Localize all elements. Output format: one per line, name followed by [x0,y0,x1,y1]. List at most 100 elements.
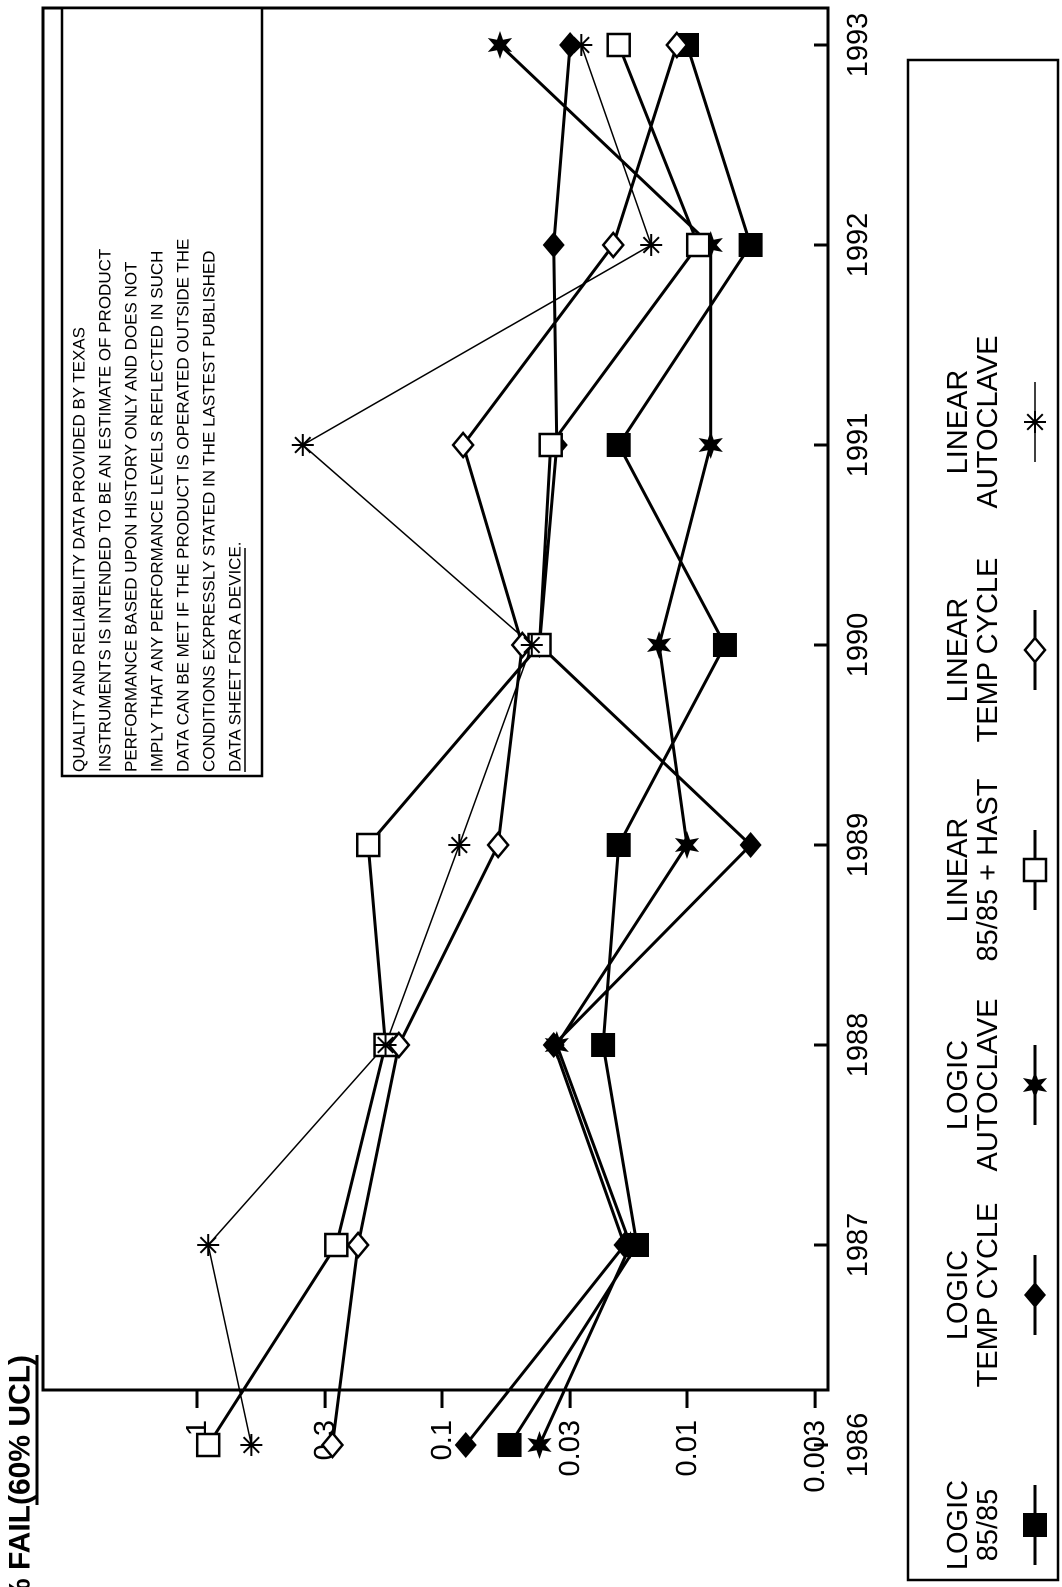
data-point [451,431,475,459]
y-axis-label-note: (60% UCL) [4,1355,37,1505]
data-point [601,231,625,259]
data-point [320,1431,345,1459]
data-point [606,433,631,457]
data-point [374,1034,397,1056]
x-tick-label: 1989 [842,813,874,878]
data-point [606,833,631,857]
y-tick-label: 0.01 [671,1420,703,1476]
legend-label: LINEAR [942,598,974,703]
x-tick-label: 1993 [842,13,874,78]
data-point [542,232,565,258]
data-point [346,1231,370,1259]
data-point [698,431,723,459]
data-point [497,1433,522,1457]
data-point [538,432,563,458]
data-point [698,231,723,259]
series [330,44,679,1446]
series-line [330,44,679,1446]
data-point [544,1031,569,1059]
data-point [739,832,762,858]
series-markers [197,34,663,1456]
series-line [206,44,700,1446]
note-line: PERFORMANCE BASED UPON HISTORY ONLY AND … [122,262,141,772]
data-point [570,34,593,56]
data-point [448,834,471,856]
series-line [207,44,653,1446]
disclaimer-note: QUALITY AND RELIABILITY DATA PROVIDED BY… [60,6,264,778]
note-box [60,6,264,778]
legend-label: 85/85 + HAST [972,778,1004,961]
data-point [197,1234,220,1256]
data-point [1023,636,1047,664]
data-point [1022,857,1048,883]
data-point [1024,411,1046,433]
series-line [464,44,753,1446]
data-point [647,631,672,659]
data-point [1022,1071,1048,1099]
x-tick-label: 1990 [842,613,874,678]
data-point [355,832,381,858]
legend-label: TEMP CYCLE [972,1203,1004,1388]
data-point [454,1432,477,1458]
series [464,44,753,1446]
note-line: CONDITIONS EXPRESSLY STATED IN THE LASTE… [200,251,219,772]
legend-label: LINEAR [942,370,974,475]
legend-label: LOGIC [942,1040,974,1130]
y-tick-label: 0.03 [554,1420,586,1476]
series [207,44,653,1446]
y-axis-label: % FAIL [4,1505,37,1587]
data-point [665,31,689,59]
data-point [712,633,737,657]
x-tick-label: 1987 [842,1213,874,1278]
data-point [738,233,763,257]
data-point [591,1033,616,1057]
legend-box [906,58,1060,1582]
data-point [195,1432,221,1458]
legend-label: LINEAR [942,818,974,923]
y-axis: 10.30.10.030.010.003 [43,1388,831,1493]
data-point [1024,1282,1046,1308]
x-axis: 1986 1987 1988 1989 1990 1991 1992 1993 [814,13,874,1478]
note-line: IMPLY THAT ANY PERFORMANCE LEVELS REFLEC… [148,251,167,772]
note-line: QUALITY AND RELIABILITY DATA PROVIDED BY… [70,327,89,772]
data-point [618,1231,643,1259]
data-point [685,232,711,258]
legend-label: TEMP CYCLE [972,558,1004,743]
data-point [606,32,631,58]
legend-label: LOGIC [942,1480,974,1570]
y-tick-label: 0.1 [426,1420,458,1460]
note-line: DATA SHEET FOR A DEVICE. [226,541,245,772]
data-point [387,1031,411,1059]
data-point [674,831,700,859]
data-point [520,634,543,656]
series-markers [320,31,689,1459]
legend-label: AUTOCLAVE [972,336,1004,509]
data-point [640,234,663,256]
x-tick-label: 1986 [842,1413,874,1478]
data-point [527,1431,552,1459]
data-point [486,831,510,859]
series-markers [487,31,723,1459]
series [498,43,713,1446]
data-point [487,31,513,59]
data-point [291,434,314,456]
note-line: DATA CAN BE MET IF THE PRODUCT IS OPERAT… [174,239,193,772]
legend-label: 85/85 [972,1489,1004,1562]
x-tick-label: 1988 [842,1013,874,1078]
legend-label: AUTOCLAVE [972,999,1004,1172]
x-tick-label: 1991 [842,413,874,478]
y-axis-title: % FAIL(60% UCL) [4,1355,37,1587]
y-tick-label: 1 [181,1420,213,1436]
series-line [498,43,713,1446]
data-point [1023,1513,1047,1537]
series [206,44,700,1446]
legend-label: LOGIC [942,1250,974,1340]
